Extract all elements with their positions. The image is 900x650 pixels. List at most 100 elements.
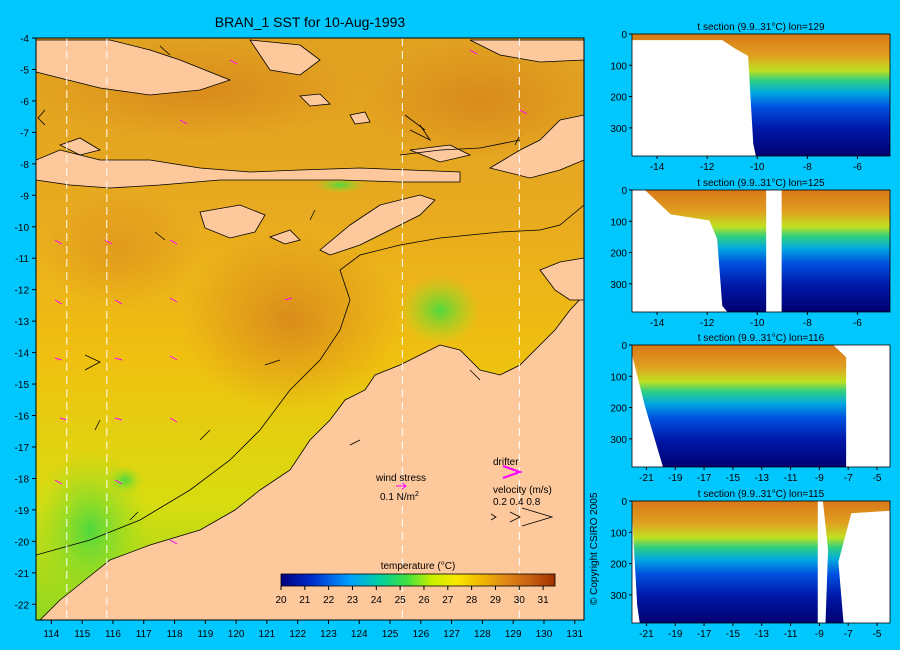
lat-tick-label: -6 bbox=[853, 318, 862, 329]
section-panel: t section (9.9..31°C) lon=115 0 100 200 300 -… bbox=[610, 489, 891, 640]
lat-tick-label: -7 bbox=[844, 473, 853, 484]
lon-tick-label: 127 bbox=[443, 629, 460, 640]
lat-tick-label: -17 bbox=[697, 629, 712, 640]
depth-tick-label: 300 bbox=[610, 435, 627, 446]
lon-tick-label: 129 bbox=[505, 629, 522, 640]
drifter-label: drifter bbox=[493, 457, 519, 468]
wind-stress-value: 0.1 N/m2 bbox=[380, 491, 419, 503]
lon-tick-label: 126 bbox=[412, 629, 429, 640]
wind-stress-label: wind stress bbox=[375, 473, 426, 484]
lat-tick-label: -9 bbox=[20, 191, 29, 202]
lon-tick-label: 131 bbox=[566, 629, 583, 640]
lon-tick-label: 118 bbox=[167, 629, 183, 640]
velocity-arrows bbox=[490, 507, 554, 527]
depth-tick-label: 200 bbox=[610, 560, 627, 571]
section-land-mask bbox=[632, 345, 890, 467]
lat-tick-label: -11 bbox=[784, 473, 798, 484]
lat-tick-label: -18 bbox=[15, 474, 30, 485]
section-title: t section (9.9..31°C) lon=115 bbox=[698, 489, 825, 500]
lat-tick-label: -16 bbox=[15, 412, 30, 423]
section-title: t section (9.9..31°C) lon=116 bbox=[698, 333, 825, 344]
lon-tick-label: 116 bbox=[105, 629, 121, 640]
lon-tick-label: 120 bbox=[228, 629, 245, 640]
map-title: BRAN_1 SST for 10-Aug-1993 bbox=[214, 14, 406, 30]
section-land-mask bbox=[632, 501, 890, 623]
lon-tick-label: 119 bbox=[197, 629, 213, 640]
depth-tick-label: 300 bbox=[610, 591, 627, 602]
lon-tick-label: 115 bbox=[74, 629, 90, 640]
lat-tick-label: -15 bbox=[726, 629, 741, 640]
lat-tick-label: -22 bbox=[15, 600, 30, 611]
velocity-label: velocity (m/s) bbox=[493, 485, 552, 496]
section-panel: t section (9.9..31°C) lon=116 0 100 200 300 -… bbox=[610, 333, 891, 484]
lat-tick-label: -5 bbox=[873, 629, 882, 640]
colorbar-tick-label: 28 bbox=[466, 595, 478, 606]
lat-tick-label: -7 bbox=[844, 629, 853, 640]
lat-tick-label: -10 bbox=[15, 223, 30, 234]
depth-tick-label: 100 bbox=[610, 528, 627, 539]
lat-tick-label: -5 bbox=[873, 473, 882, 484]
lat-tick-label: -17 bbox=[15, 443, 30, 454]
depth-tick-label: 100 bbox=[610, 372, 627, 383]
colorbar-tick-label: 24 bbox=[371, 595, 383, 606]
sst-map: 114 115 116 117 118 119 120 121 122 123 124 125 126 1… bbox=[15, 34, 585, 640]
colorbar-title: temperature (°C) bbox=[381, 561, 456, 572]
colorbar-tick-label: 22 bbox=[323, 595, 335, 606]
colorbar-tick-label: 21 bbox=[299, 595, 311, 606]
indonesian-islands bbox=[36, 39, 584, 256]
colorbar-tick-label: 20 bbox=[275, 595, 287, 606]
depth-tick-label: 100 bbox=[610, 217, 627, 228]
colorbar bbox=[280, 573, 556, 587]
lat-tick-label: -6 bbox=[853, 162, 862, 173]
section-land-mask bbox=[632, 190, 782, 312]
lon-tick-label: 114 bbox=[43, 629, 59, 640]
lon-tick-label: 122 bbox=[289, 629, 306, 640]
lon-tick-label: 124 bbox=[351, 629, 368, 640]
section-panel: t section (9.9..31°C) lon=129 0 100 200 300 -… bbox=[610, 22, 891, 173]
colorbar-tick-label: 27 bbox=[442, 595, 454, 606]
lat-tick-label: -8 bbox=[20, 160, 29, 171]
depth-tick-label: 200 bbox=[610, 404, 627, 415]
lat-tick-label: -12 bbox=[700, 162, 715, 173]
colorbar-tick-label: 25 bbox=[395, 595, 407, 606]
lat-tick-label: -19 bbox=[15, 506, 30, 517]
lon-tick-label: 130 bbox=[536, 629, 553, 640]
lat-tick-label: -6 bbox=[20, 97, 29, 108]
depth-tick-label: 300 bbox=[610, 124, 627, 135]
section-title: t section (9.9..31°C) lon=129 bbox=[697, 22, 825, 33]
lat-tick-label: -10 bbox=[750, 318, 765, 329]
depth-tick-label: 0 bbox=[621, 186, 627, 197]
copyright-text: © Copyright CSIRO 2005 bbox=[589, 492, 600, 605]
lat-tick-label: -5 bbox=[20, 65, 29, 76]
depth-tick-label: 200 bbox=[610, 249, 627, 260]
lat-tick-label: -4 bbox=[20, 34, 29, 45]
drifter-arrows bbox=[54, 49, 528, 545]
lat-tick-label: -20 bbox=[15, 537, 30, 548]
lat-tick-label: -10 bbox=[750, 162, 765, 173]
depth-tick-label: 0 bbox=[621, 341, 627, 352]
wind-stress-arrow bbox=[396, 482, 407, 490]
colorbar-tick-label: 29 bbox=[490, 595, 502, 606]
lat-tick-label: -12 bbox=[700, 318, 715, 329]
depth-tick-label: 200 bbox=[610, 93, 627, 104]
depth-tick-label: 0 bbox=[621, 30, 627, 41]
lat-tick-label: -14 bbox=[650, 162, 665, 173]
lat-tick-label: -21 bbox=[639, 473, 654, 484]
depth-tick-label: 100 bbox=[610, 61, 627, 72]
lat-tick-label: -7 bbox=[20, 128, 29, 139]
lon-tick-label: 121 bbox=[259, 629, 276, 640]
colorbar-tick-label: 31 bbox=[538, 595, 550, 606]
lon-tick-label: 128 bbox=[474, 629, 491, 640]
lat-tick-label: -11 bbox=[784, 629, 798, 640]
lat-tick-label: -21 bbox=[15, 569, 30, 580]
australia-land bbox=[39, 294, 584, 620]
lat-tick-label: -15 bbox=[726, 473, 741, 484]
depth-tick-label: 300 bbox=[610, 280, 627, 291]
colorbar-tick-label: 23 bbox=[347, 595, 359, 606]
lon-tick-label: 123 bbox=[320, 629, 337, 640]
lon-tick-label: 117 bbox=[136, 629, 152, 640]
lon-tick-label: 125 bbox=[382, 629, 399, 640]
lat-tick-label: -13 bbox=[754, 629, 769, 640]
lat-tick-label: -19 bbox=[668, 473, 683, 484]
depth-tick-label: 0 bbox=[621, 497, 627, 508]
